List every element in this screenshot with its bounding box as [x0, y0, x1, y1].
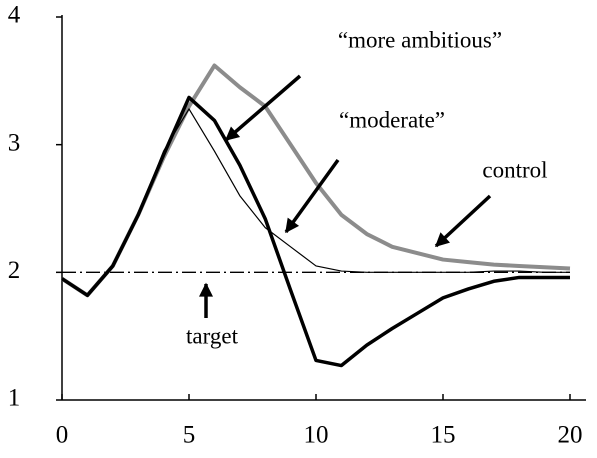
- x-tick-label: 0: [56, 422, 69, 449]
- y-tick-label: 2: [8, 257, 21, 284]
- arrow: [284, 158, 340, 234]
- y-tick-label: 4: [8, 2, 21, 29]
- series-label: target: [186, 323, 239, 348]
- x-tick-label: 20: [558, 422, 583, 449]
- x-tick-label: 5: [183, 422, 196, 449]
- series-label: “moderate”: [339, 107, 445, 132]
- arrow: [224, 74, 302, 142]
- series-label: “more ambitious”: [338, 27, 502, 52]
- line-series: [61, 95, 570, 368]
- arrow: [434, 194, 492, 248]
- y-tick-label: 3: [8, 129, 21, 156]
- series-label: control: [482, 157, 547, 182]
- y-tick-label: 1: [8, 385, 21, 412]
- line-series: [61, 108, 570, 296]
- x-tick-label: 15: [431, 422, 456, 449]
- x-tick-label: 10: [304, 422, 329, 449]
